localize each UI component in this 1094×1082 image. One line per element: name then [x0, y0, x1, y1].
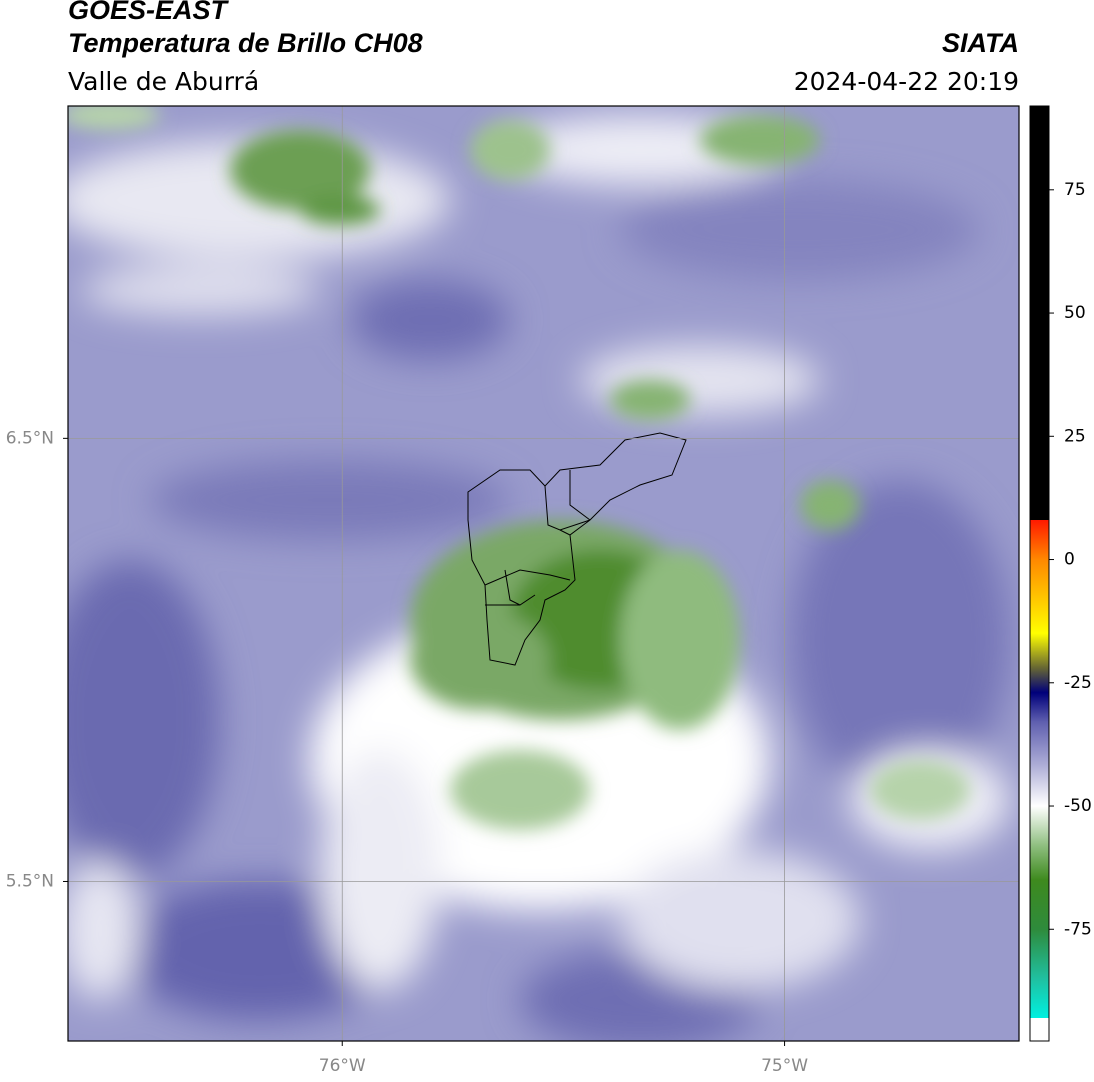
colorbar-ramp	[1030, 106, 1049, 1018]
colorbar-under	[1030, 1018, 1049, 1041]
subtitle: Temperatura de Brillo CH08	[68, 28, 423, 58]
graticule	[68, 106, 1019, 1041]
colorbar-tick-label: 50	[1064, 303, 1086, 323]
x-tick-label: 76°W	[319, 1056, 366, 1076]
municipal-boundaries	[467, 432, 687, 666]
datetime: 2024-04-22 20:19	[794, 67, 1019, 96]
map-frame	[67, 105, 1020, 1042]
colorbar-tick-label: 0	[1064, 550, 1075, 570]
colorbar-tick-label: -50	[1064, 796, 1092, 816]
source: SIATA	[942, 28, 1019, 58]
region: Valle de Aburrá	[68, 67, 259, 96]
title: GOES-EAST	[68, 0, 230, 25]
colorbar-tick-label: 25	[1064, 426, 1086, 446]
colorbar: 75 50 25 0 -25 -50 -75	[1029, 105, 1092, 1042]
colorbar-tick-label: -75	[1064, 919, 1092, 939]
y-tick-label: 6.5°N	[6, 428, 54, 448]
colorbar-tick-label: 75	[1064, 180, 1086, 200]
colorbar-frame	[1029, 105, 1050, 1042]
colorbar-tick-label: -25	[1064, 673, 1092, 693]
map-field	[68, 106, 1019, 1041]
y-tick-label: 5.5°N	[6, 871, 54, 891]
x-tick-label: 75°W	[761, 1056, 808, 1076]
